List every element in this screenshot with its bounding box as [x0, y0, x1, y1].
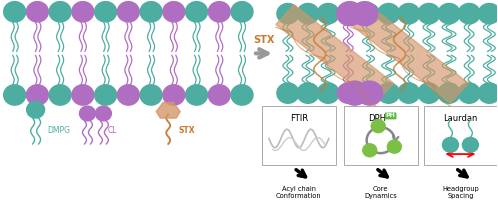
- Circle shape: [418, 83, 440, 103]
- Circle shape: [231, 85, 253, 105]
- Circle shape: [438, 3, 460, 24]
- Circle shape: [352, 2, 377, 26]
- Text: Core
Dynamics: Core Dynamics: [364, 186, 397, 199]
- Polygon shape: [156, 102, 180, 118]
- Circle shape: [163, 85, 185, 105]
- Circle shape: [463, 137, 479, 152]
- Circle shape: [26, 101, 45, 118]
- Circle shape: [377, 83, 399, 103]
- Circle shape: [442, 137, 459, 152]
- Circle shape: [72, 2, 94, 22]
- Circle shape: [357, 81, 382, 105]
- Circle shape: [95, 2, 117, 22]
- Circle shape: [231, 2, 253, 22]
- Circle shape: [479, 83, 498, 103]
- Circle shape: [297, 83, 319, 103]
- Text: DPH: DPH: [368, 114, 385, 123]
- Circle shape: [387, 140, 401, 153]
- Circle shape: [317, 3, 339, 24]
- Circle shape: [208, 2, 230, 22]
- Text: STX: STX: [253, 35, 274, 45]
- Circle shape: [337, 3, 359, 24]
- Circle shape: [118, 2, 139, 22]
- Text: DMPG: DMPG: [48, 126, 71, 135]
- Circle shape: [418, 3, 440, 24]
- Circle shape: [398, 3, 420, 24]
- Circle shape: [337, 2, 363, 26]
- Circle shape: [72, 85, 94, 105]
- Text: Acyl chain
Conformation: Acyl chain Conformation: [276, 186, 322, 199]
- Circle shape: [49, 2, 71, 22]
- Circle shape: [186, 2, 208, 22]
- Circle shape: [358, 83, 379, 103]
- Circle shape: [80, 106, 96, 121]
- Text: PH: PH: [385, 113, 395, 118]
- Circle shape: [95, 85, 117, 105]
- Circle shape: [163, 2, 185, 22]
- FancyBboxPatch shape: [423, 106, 498, 165]
- Circle shape: [377, 3, 399, 24]
- Circle shape: [3, 2, 25, 22]
- Circle shape: [49, 85, 71, 105]
- Circle shape: [96, 106, 112, 121]
- Circle shape: [26, 85, 48, 105]
- Circle shape: [398, 83, 420, 103]
- Circle shape: [479, 3, 498, 24]
- Text: FTIR: FTIR: [290, 114, 308, 123]
- Circle shape: [458, 83, 480, 103]
- Circle shape: [342, 81, 368, 105]
- Text: Laurdan: Laurdan: [443, 114, 478, 123]
- Circle shape: [317, 83, 339, 103]
- Circle shape: [118, 85, 139, 105]
- Circle shape: [140, 85, 162, 105]
- Circle shape: [3, 85, 25, 105]
- FancyBboxPatch shape: [344, 106, 417, 165]
- FancyBboxPatch shape: [262, 106, 336, 165]
- Circle shape: [358, 3, 379, 24]
- Circle shape: [208, 85, 230, 105]
- Circle shape: [186, 85, 208, 105]
- Polygon shape: [351, 5, 469, 103]
- Polygon shape: [276, 5, 393, 103]
- Circle shape: [277, 83, 299, 103]
- Circle shape: [297, 3, 319, 24]
- Circle shape: [363, 144, 377, 157]
- Circle shape: [140, 2, 162, 22]
- Circle shape: [438, 83, 460, 103]
- Circle shape: [458, 3, 480, 24]
- Circle shape: [26, 2, 48, 22]
- Circle shape: [277, 3, 299, 24]
- Circle shape: [337, 83, 359, 103]
- Circle shape: [371, 120, 385, 133]
- Text: Headgroup
Spacing: Headgroup Spacing: [442, 186, 479, 199]
- Text: STX: STX: [178, 126, 195, 135]
- Text: CL: CL: [108, 126, 117, 135]
